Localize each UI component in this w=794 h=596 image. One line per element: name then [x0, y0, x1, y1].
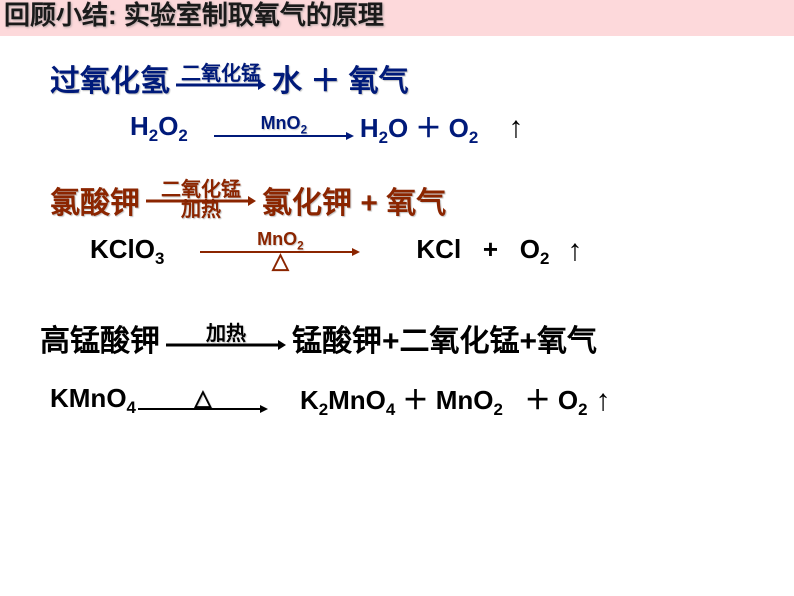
r3-arrow: 加热 — [166, 324, 286, 352]
r1-products: 水 ＋ 氧气 — [272, 56, 409, 100]
r2-f-products: KCl + O2 — [416, 234, 549, 269]
r2-products: 氯化钾 + 氧气 — [262, 178, 446, 222]
gas-arrow-icon: ↑ — [567, 234, 582, 268]
r3-products: 锰酸钾+二氧化锰+氧气 — [292, 316, 597, 360]
triangle-icon: △ — [272, 250, 289, 272]
r2-condition: 加热 — [181, 200, 221, 220]
r1-f-arrow: MnO2 — [214, 114, 354, 142]
r3-f-arrow: △ — [138, 387, 268, 415]
gas-arrow-icon: ↑ — [508, 111, 523, 145]
arrow-icon — [176, 78, 266, 92]
gas-arrow-icon: ↑ — [595, 384, 610, 418]
r1-arrow: 二氧化锰 — [176, 64, 266, 92]
reaction1-formula: H2O2 MnO2 H2O ＋ O2 ↑ — [130, 108, 784, 148]
reaction3-formula: KMnO4 △ K2MnO4 ＋ MnO2 ＋ O2 ↑ — [50, 380, 784, 420]
r3-f-reactant: KMnO4 — [50, 383, 136, 418]
content-area: 过氧化氢 二氧化锰 水 ＋ 氧气 H2O2 MnO2 H2O ＋ — [0, 36, 794, 596]
arrow-icon — [214, 130, 354, 142]
header-bar: 回顾小结: 实验室制取氧气的原理 — [0, 0, 794, 36]
reaction2-formula: KClO3 MnO2 △ KCl + O2 ↑ — [90, 230, 784, 272]
r2-reactant: 氯酸钾 — [50, 178, 140, 222]
r1-f-reactant: H2O2 — [130, 111, 188, 146]
r2-f-arrow: MnO2 △ — [200, 230, 360, 272]
reaction2-word-equation: 氯酸钾 二氧化锰 加热 氯化钾 + 氧气 — [50, 178, 784, 222]
r1-reactant: 过氧化氢 — [50, 56, 170, 100]
r2-f-reactant: KClO3 — [90, 234, 164, 269]
reaction1-word-equation: 过氧化氢 二氧化锰 水 ＋ 氧气 — [50, 56, 784, 100]
r3-reactant: 高锰酸钾 — [40, 316, 160, 360]
page-title: 回顾小结: 实验室制取氧气的原理 — [4, 0, 384, 30]
arrow-icon — [138, 403, 268, 415]
arrow-icon — [166, 338, 286, 352]
r3-f-products: K2MnO4 ＋ MnO2 ＋ O2 — [300, 380, 588, 420]
r2-arrow: 二氧化锰 加热 — [146, 180, 256, 220]
reaction3-word-equation: 高锰酸钾 加热 锰酸钾+二氧化锰+氧气 — [40, 316, 784, 360]
r1-f-products: H2O ＋ O2 — [360, 108, 479, 148]
